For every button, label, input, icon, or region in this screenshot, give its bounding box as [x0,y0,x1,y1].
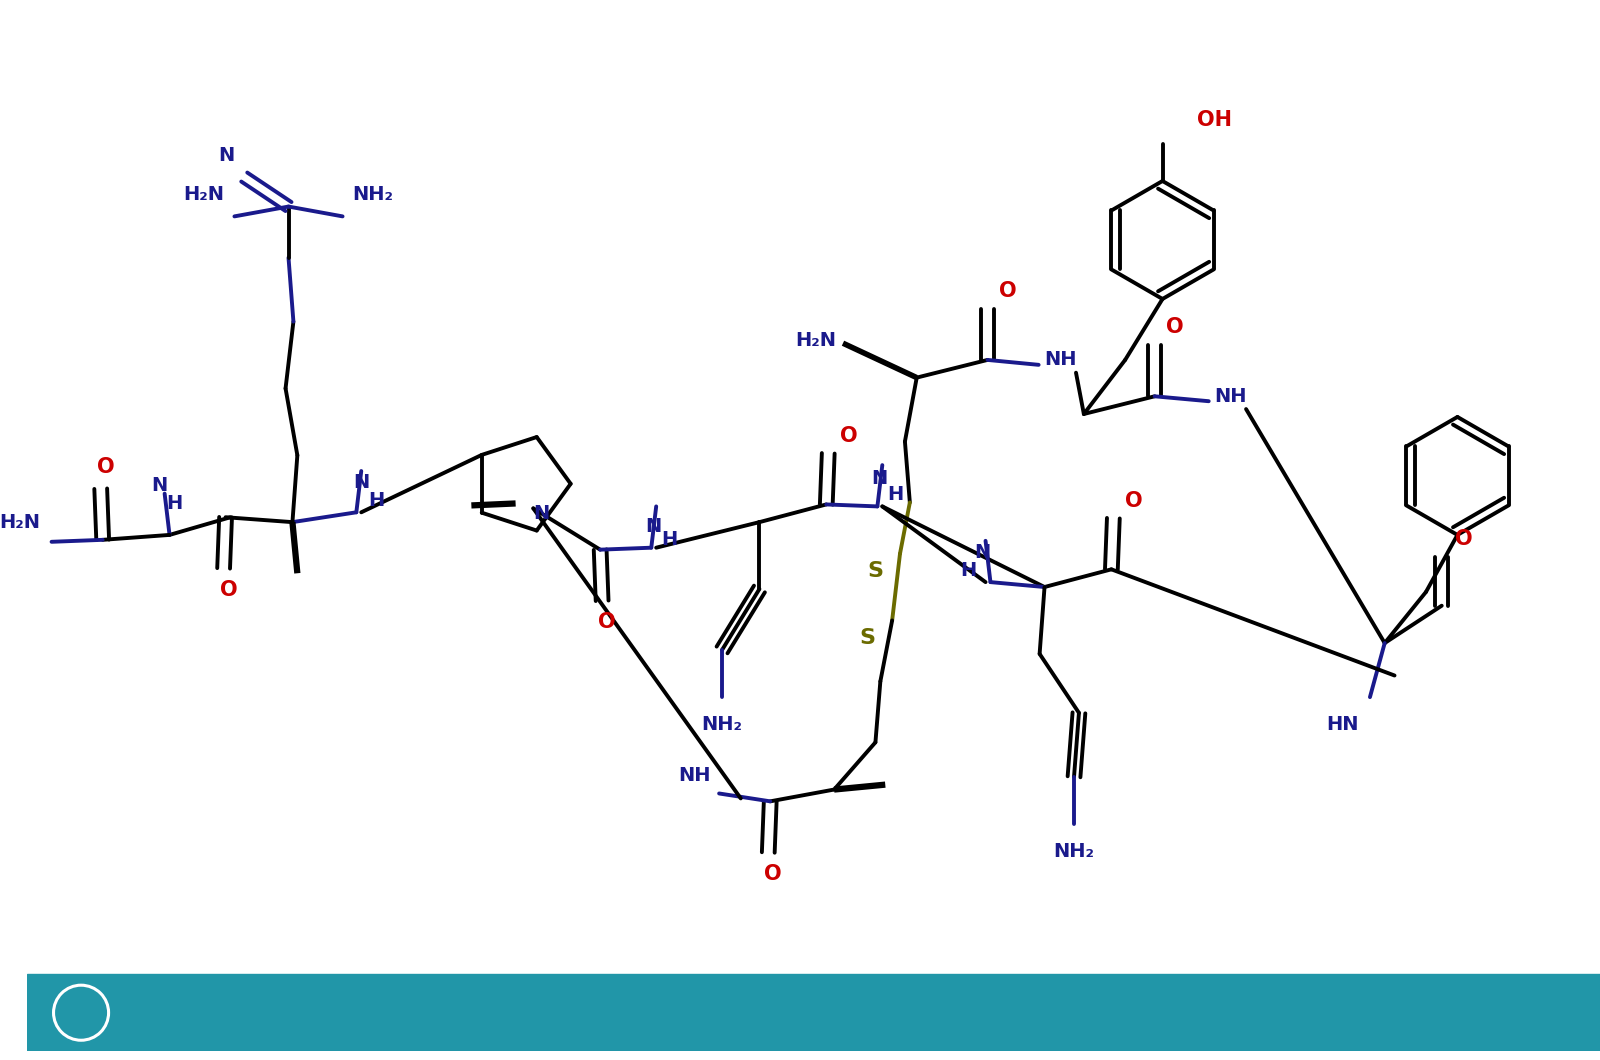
Text: NH: NH [1214,387,1246,406]
Text: O: O [1166,318,1184,337]
Text: H: H [661,530,677,549]
Text: O: O [98,457,115,477]
Text: N: N [974,543,990,562]
Text: N: N [645,516,661,535]
Text: ©: © [70,1003,91,1023]
Text: H: H [960,561,978,580]
Bar [27,974,1600,1052]
Text: N: N [872,470,888,489]
Text: N: N [354,474,370,492]
Text: N: N [152,476,168,495]
Text: OH: OH [1197,110,1232,130]
Text: N: N [219,146,235,165]
Text: O: O [598,613,616,633]
Text: H: H [166,494,182,513]
Text: H: H [886,485,904,505]
Text: O: O [1125,491,1142,511]
Text: O: O [219,580,237,600]
Text: H₂N: H₂N [0,513,40,532]
Text: S: S [859,629,875,648]
Text: O: O [840,426,858,445]
Text: NH₂: NH₂ [701,716,742,735]
Text: NH₂: NH₂ [1053,842,1094,861]
Text: HN: HN [1326,716,1358,735]
Text: NH₂: NH₂ [352,186,394,205]
Text: NH: NH [678,766,710,785]
Text: © Vodickap: © Vodickap [1384,1004,1488,1022]
Text: O: O [1000,281,1018,301]
Text: N: N [533,504,549,523]
Text: H₂N: H₂N [795,331,837,350]
Text: S: S [867,562,883,581]
Text: ID 39820126: ID 39820126 [1059,1004,1176,1022]
Text: O: O [1456,529,1474,549]
Text: H: H [368,491,384,510]
Text: NH: NH [1045,351,1077,370]
Text: O: O [765,864,782,884]
Text: H₂N: H₂N [184,186,224,205]
Text: dreamstime.com: dreamstime.com [210,1001,432,1025]
